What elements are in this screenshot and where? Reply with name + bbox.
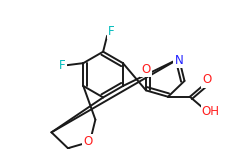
Text: F: F: [108, 25, 114, 38]
Text: N: N: [175, 54, 184, 67]
Text: F: F: [59, 59, 66, 72]
Text: O: O: [83, 135, 92, 148]
Text: O: O: [202, 73, 211, 86]
Text: OH: OH: [202, 105, 220, 118]
Text: O: O: [142, 63, 151, 76]
